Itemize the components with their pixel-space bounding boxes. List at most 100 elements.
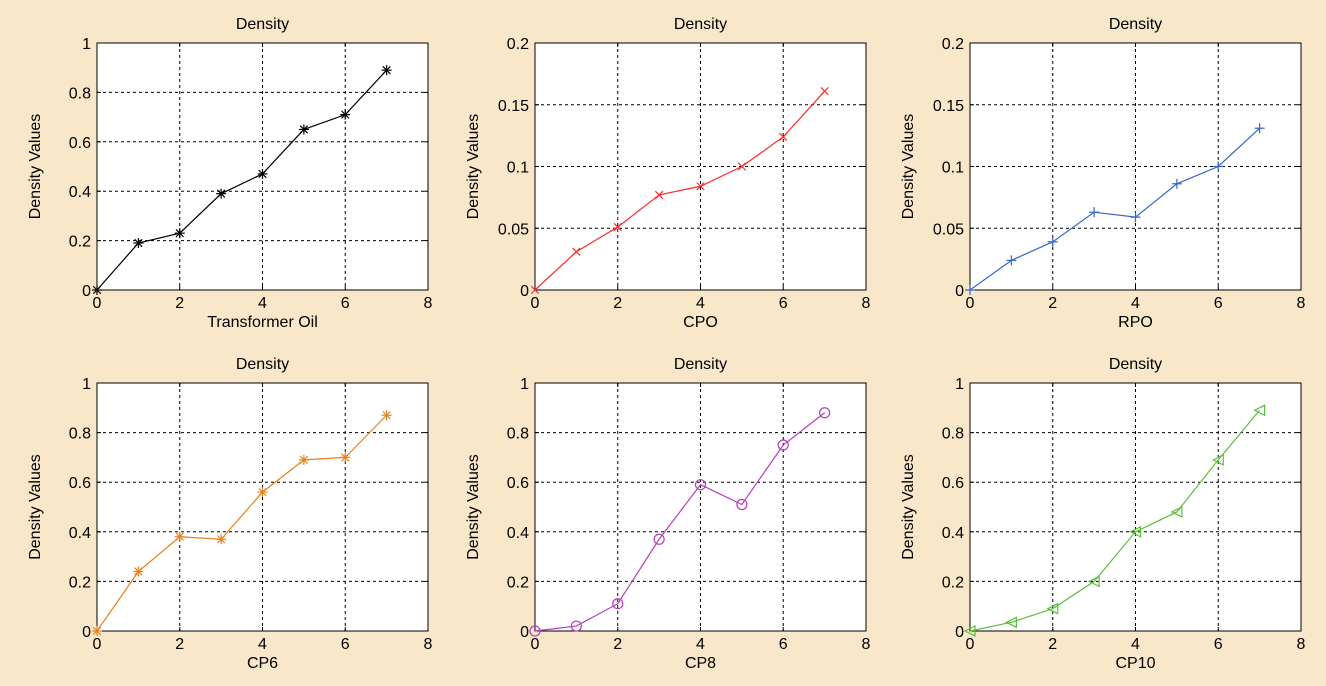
x-tick-label: 0	[531, 636, 540, 653]
y-tick-label: 0.1	[507, 160, 529, 177]
marker-stroke	[820, 86, 829, 96]
data-point	[653, 533, 665, 545]
y-tick-label: 0.15	[498, 98, 529, 115]
marker-stroke	[819, 407, 831, 419]
data-point	[92, 285, 102, 295]
x-tick-label: 8	[1297, 295, 1306, 312]
plot-frame	[534, 382, 867, 632]
x-tick-label: 4	[1131, 636, 1140, 653]
data-point	[1171, 178, 1182, 189]
x-tick-label: 0	[966, 636, 975, 653]
data-point	[1170, 505, 1183, 518]
y-tick-label: 0.8	[507, 426, 529, 443]
x-axis-label: CP6	[247, 655, 278, 672]
marker-stroke	[572, 247, 581, 256]
data-point	[612, 598, 624, 610]
data-point	[965, 285, 975, 295]
plot-frame	[534, 42, 867, 291]
y-axis-label: Density Values	[900, 454, 917, 560]
x-tick-label: 2	[1048, 636, 1057, 653]
data-point	[779, 132, 788, 142]
x-tick-label: 2	[175, 636, 184, 653]
marker-stroke	[737, 162, 747, 171]
marker-stroke	[736, 498, 748, 511]
x-axis-label: CPO	[683, 314, 718, 331]
data-point	[963, 625, 976, 637]
marker-stroke	[92, 285, 102, 295]
y-tick-label: 0.2	[942, 574, 964, 591]
x-tick-label: 8	[862, 295, 871, 312]
subplot-3: 0 2 4 6 8 0 0.05 0.1 0.15 0.2 Density RPO Density Va…	[900, 16, 1306, 331]
x-tick-label: 2	[613, 636, 622, 653]
marker-stroke	[529, 625, 541, 637]
marker-stroke	[613, 222, 622, 232]
plot-frame	[96, 42, 429, 291]
x-tick-label: 6	[1214, 295, 1223, 312]
data-point	[133, 566, 144, 577]
y-tick-label: 0.2	[507, 574, 529, 591]
marker-stroke	[1129, 525, 1142, 538]
y-tick-label: 0.8	[942, 426, 964, 443]
plot-frame	[969, 382, 1302, 632]
data-point	[1211, 453, 1224, 466]
x-tick-label: 2	[1048, 295, 1057, 312]
x-tick-label: 6	[779, 636, 788, 653]
x-axis-label: CP8	[685, 655, 716, 672]
data-point	[1005, 616, 1017, 629]
marker-stroke	[134, 238, 143, 248]
y-tick-label: 1	[520, 376, 529, 393]
data-point	[1047, 236, 1058, 247]
y-tick-label: 0	[955, 624, 964, 641]
data-point	[216, 188, 227, 199]
data-point	[694, 479, 707, 491]
marker-stroke	[963, 625, 976, 637]
plot-frame	[969, 42, 1302, 291]
x-tick-label: 6	[1214, 636, 1223, 653]
marker-stroke	[696, 182, 705, 191]
data-point	[529, 625, 541, 637]
data-point	[92, 626, 102, 636]
data-point	[696, 182, 705, 191]
marker-stroke	[216, 189, 226, 198]
subplot-4: 0 2 4 6 8 0 0.2 0.4 0.6 0.8 1 Density CP6 Density Val…	[27, 356, 433, 672]
y-tick-label: 0.6	[69, 475, 91, 492]
marker-stroke	[134, 567, 143, 576]
data-point	[613, 222, 622, 232]
x-tick-label: 0	[966, 295, 975, 312]
marker-stroke	[175, 532, 184, 541]
y-tick-label: 0	[520, 624, 529, 641]
marker-stroke	[382, 65, 391, 75]
y-tick-label: 0.2	[942, 36, 964, 53]
x-axis-label: RPO	[1118, 314, 1153, 331]
data-point	[570, 620, 582, 632]
subplot-2: 0 2 4 6 8 0 0.05 0.1 0.15 0.2 Density CPO Density Va…	[465, 16, 871, 331]
marker-stroke	[654, 190, 664, 200]
x-tick-label: 8	[862, 636, 871, 653]
data-point	[1129, 525, 1142, 538]
data-point	[530, 285, 540, 295]
x-axis-label: CP10	[1115, 655, 1155, 672]
marker-stroke	[341, 110, 350, 119]
x-tick-label: 0	[531, 295, 540, 312]
y-tick-label: 0.4	[507, 525, 529, 542]
marker-stroke	[175, 229, 184, 238]
x-tick-label: 8	[424, 636, 433, 653]
plot-title: Density	[1109, 16, 1162, 33]
series-line	[534, 90, 826, 291]
y-axis-label: Density Values	[27, 454, 44, 560]
data-point	[216, 534, 227, 545]
data-point	[298, 124, 309, 135]
data-point	[736, 498, 748, 511]
data-point	[819, 407, 831, 419]
data-point	[340, 109, 351, 120]
subplot-6: 0 2 4 6 8 0 0.2 0.4 0.6 0.8 1 Density CP10 Density Va…	[900, 356, 1306, 672]
marker-stroke	[258, 487, 267, 497]
data-point	[1046, 602, 1059, 615]
data-point	[381, 65, 392, 76]
data-point	[1089, 207, 1100, 218]
x-tick-label: 6	[779, 295, 788, 312]
data-point	[820, 86, 829, 96]
y-tick-label: 0.8	[69, 426, 91, 443]
y-tick-label: 0.6	[69, 135, 91, 152]
x-tick-label: 0	[93, 636, 102, 653]
